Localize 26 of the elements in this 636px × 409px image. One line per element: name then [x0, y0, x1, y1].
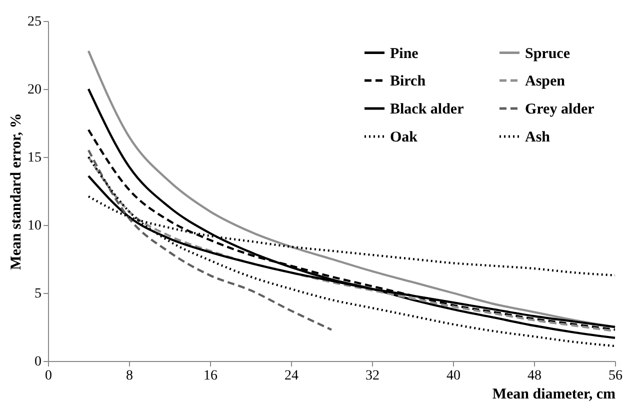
y-tick-label: 15: [28, 150, 42, 166]
x-tick-label: 32: [366, 368, 380, 384]
legend-label: Aspen: [525, 74, 566, 90]
y-axis-title: Mean standard error, %: [8, 113, 24, 270]
x-tick-label: 56: [608, 368, 622, 384]
x-tick-label: 0: [45, 368, 52, 384]
y-tick-label: 0: [34, 354, 42, 370]
x-tick-label: 8: [126, 368, 133, 384]
y-tick-label: 20: [28, 82, 42, 98]
legend-label: Birch: [390, 74, 426, 90]
x-tick-label: 48: [528, 368, 542, 384]
line-series: [87, 88, 616, 339]
x-axis-title: Mean diameter, cm: [492, 386, 616, 402]
legend-label: Pine: [390, 46, 419, 62]
y-tick-label: 25: [28, 14, 42, 30]
legend-label: Grey alder: [525, 102, 595, 118]
legend-label: Ash: [525, 130, 551, 146]
x-tick-label: 24: [284, 368, 298, 384]
legend-label: Black alder: [390, 102, 464, 118]
y-tick-label: 5: [34, 286, 42, 302]
y-tick-label: 10: [28, 218, 42, 234]
x-tick-label: 40: [446, 368, 460, 384]
legend-label: Spruce: [525, 46, 570, 62]
x-tick-label: 16: [204, 368, 218, 384]
line-series: [87, 149, 333, 331]
legend-label: Oak: [390, 130, 418, 146]
